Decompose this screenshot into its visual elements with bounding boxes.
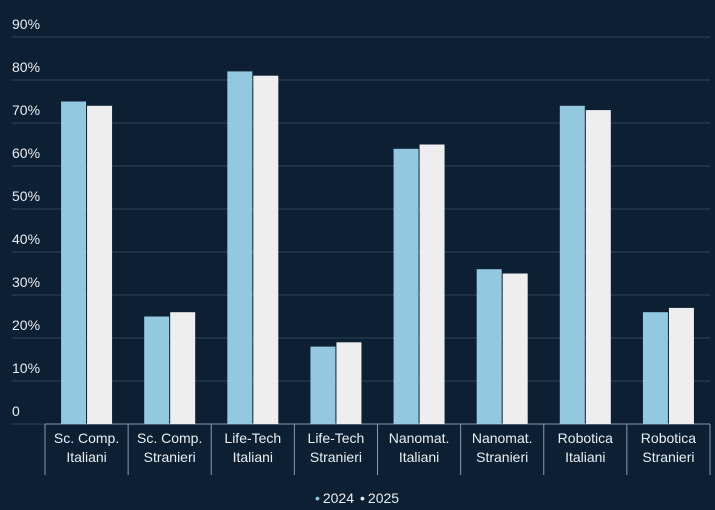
bar — [585, 110, 611, 424]
x-tick-label-line: Italiani — [66, 449, 106, 465]
bar — [336, 342, 362, 424]
bar — [227, 71, 253, 425]
bar — [559, 105, 585, 425]
y-tick-label: 0 — [12, 403, 20, 419]
x-tick-label: Life-Tech Italiani — [224, 430, 281, 465]
y-tick-label: 70% — [12, 102, 40, 118]
x-tick-label-line: Italiani — [233, 449, 273, 465]
y-tick-label: 40% — [12, 231, 40, 247]
x-tick-label: Nanomat. Stranieri — [472, 430, 533, 465]
bar — [419, 144, 445, 424]
bar — [310, 346, 336, 424]
bar — [61, 101, 87, 424]
y-tick-label: 30% — [12, 274, 40, 290]
legend-label: 2025 — [368, 490, 399, 506]
x-tick-label-line: Robotica — [558, 430, 613, 446]
x-tick-label-line: Sc. Comp. — [137, 430, 202, 446]
x-tick-label-line: Stranieri — [310, 449, 362, 465]
bar — [668, 307, 694, 424]
bar — [170, 312, 196, 424]
x-tick-label-line: Life-Tech — [308, 430, 365, 446]
y-tick-label: 60% — [12, 145, 40, 161]
bar — [476, 269, 502, 424]
x-tick-label: Sc. Comp. Stranieri — [137, 430, 202, 465]
x-tick-label-line: Italiani — [399, 449, 439, 465]
x-tick-label: Sc. Comp. Italiani — [54, 430, 119, 465]
y-tick-label: 90% — [12, 16, 40, 32]
bar — [642, 312, 668, 424]
legend: • 2024 • 2025 — [315, 490, 399, 506]
y-tick-label: 80% — [12, 59, 40, 75]
bar — [502, 273, 528, 424]
x-tick-label-line: Italiani — [565, 449, 605, 465]
x-tick-label-line: Nanomat. — [472, 430, 533, 446]
x-tick-label-line: Robotica — [641, 430, 696, 446]
x-tick-label: Robotica Stranieri — [641, 430, 696, 465]
y-tick-label: 20% — [12, 317, 40, 333]
y-tick-label: 50% — [12, 188, 40, 204]
legend-marker: • — [315, 490, 320, 506]
x-tick-label-line: Stranieri — [642, 449, 694, 465]
x-tick-label: Nanomat. Italiani — [389, 430, 450, 465]
legend-label: 2024 — [323, 490, 354, 506]
x-tick-label: Life-Tech Stranieri — [308, 430, 365, 465]
y-tick-label: 10% — [12, 360, 40, 376]
bar — [393, 148, 419, 425]
x-tick-label-line: Life-Tech — [224, 430, 281, 446]
x-tick-label-line: Nanomat. — [389, 430, 450, 446]
x-tick-label: Robotica Italiani — [558, 430, 613, 465]
bar — [253, 75, 279, 424]
bar — [144, 316, 170, 424]
x-tick-label-line: Stranieri — [476, 449, 528, 465]
x-tick-label-line: Sc. Comp. — [54, 430, 119, 446]
bar — [87, 105, 113, 425]
x-tick-label-line: Stranieri — [144, 449, 196, 465]
legend-marker: • — [360, 490, 365, 506]
